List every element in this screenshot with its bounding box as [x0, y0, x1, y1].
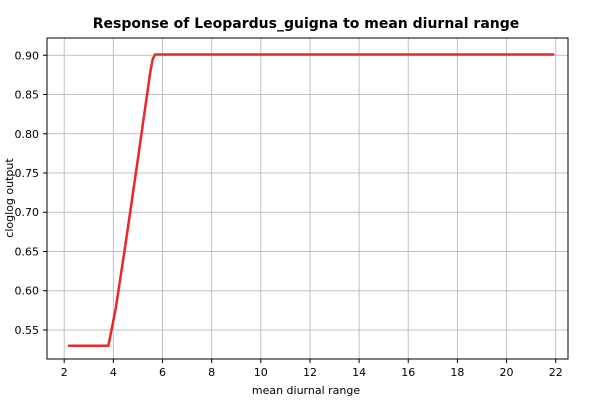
x-tick-label: 6 [159, 366, 166, 379]
plot-border [46, 37, 569, 360]
grid [46, 37, 569, 360]
series-group [67, 53, 555, 347]
y-tick-label: 0.65 [15, 245, 40, 258]
y-tick-label: 0.90 [15, 49, 40, 62]
chart-title: Response of Leopardus_guigna to mean diu… [93, 16, 520, 32]
x-tick-label: 4 [110, 366, 117, 379]
response-curve [67, 53, 555, 347]
y-axis: 0.55 0.60 0.65 0.70 0.75 0.80 0.85 0.90 [15, 49, 47, 337]
y-tick-label: 0.85 [15, 89, 40, 102]
y-tick-label: 0.70 [15, 206, 40, 219]
x-axis: 2 4 6 8 10 12 14 16 18 20 22 [61, 359, 563, 379]
x-tick-label: 10 [254, 366, 268, 379]
x-tick-label: 12 [303, 366, 317, 379]
y-tick-label: 0.55 [15, 324, 40, 337]
x-tick-label: 22 [549, 366, 563, 379]
x-tick-label: 20 [500, 366, 514, 379]
x-tick-label: 14 [352, 366, 366, 379]
x-tick-label: 2 [61, 366, 68, 379]
x-tick-label: 8 [208, 366, 215, 379]
y-tick-label: 0.60 [15, 285, 40, 298]
y-axis-label: cloglog output [3, 158, 16, 238]
x-tick-label: 18 [450, 366, 464, 379]
plot-area [46, 37, 569, 360]
x-tick-label: 16 [401, 366, 415, 379]
y-tick-label: 0.75 [15, 167, 40, 180]
y-tick-label: 0.80 [15, 128, 40, 141]
x-axis-label: mean diurnal range [252, 384, 361, 397]
